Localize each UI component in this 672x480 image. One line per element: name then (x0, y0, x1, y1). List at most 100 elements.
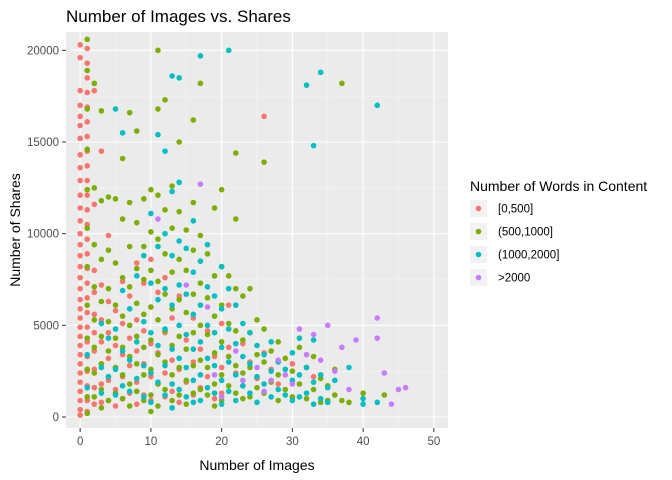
data-point (133, 361, 140, 367)
data-point (141, 311, 147, 318)
data-point (254, 384, 260, 391)
data-point (268, 377, 274, 384)
data-point (155, 106, 161, 112)
data-point (275, 339, 282, 345)
data-point (155, 379, 161, 385)
data-point (190, 399, 197, 406)
data-point (77, 379, 83, 385)
data-point (77, 361, 83, 367)
data-point (91, 329, 98, 336)
data-point (126, 322, 133, 329)
data-point (84, 236, 91, 242)
data-point (190, 377, 197, 384)
data-point (190, 291, 197, 297)
data-point (169, 73, 175, 79)
data-point (133, 128, 140, 134)
data-point (296, 372, 303, 378)
data-point (84, 410, 91, 417)
data-point (98, 333, 105, 340)
data-point (176, 75, 182, 81)
data-point (77, 113, 83, 120)
data-point (133, 219, 140, 226)
data-point (148, 337, 154, 343)
data-point (84, 324, 91, 330)
data-point (133, 300, 140, 307)
data-point (176, 386, 182, 393)
data-point (232, 362, 239, 369)
x-axis-title: Number of Images (199, 457, 314, 473)
data-point (148, 392, 154, 398)
data-point (240, 395, 246, 402)
data-point (126, 199, 133, 206)
data-point (77, 324, 83, 330)
data-point (261, 381, 267, 387)
data-point (183, 377, 190, 384)
legend-items: [0,500] (500,1000] (1000,2000] >2000 (470, 200, 559, 286)
data-point (155, 296, 161, 303)
data-point (176, 355, 182, 362)
data-point (169, 188, 175, 195)
data-point (211, 293, 218, 299)
data-point (98, 320, 105, 327)
data-point (98, 339, 105, 345)
data-point (211, 273, 218, 279)
data-point (339, 397, 345, 404)
data-point (176, 208, 182, 215)
data-point (162, 370, 168, 376)
data-point (148, 304, 154, 310)
data-point (162, 274, 168, 281)
data-point (148, 408, 154, 415)
data-point (204, 331, 211, 338)
data-point (105, 329, 112, 336)
data-point (289, 350, 296, 356)
data-point (310, 353, 317, 360)
data-point (317, 372, 324, 378)
legend-title: Number of Words in Content (470, 178, 647, 194)
data-point (289, 397, 296, 404)
data-point (197, 181, 204, 187)
data-point (225, 320, 232, 327)
data-point (155, 192, 161, 198)
data-point (183, 394, 190, 400)
data-point (197, 346, 204, 352)
x-tick-label: 30 (286, 436, 299, 448)
data-point (169, 269, 175, 275)
data-point (310, 373, 317, 380)
data-point (261, 159, 267, 165)
data-point (310, 331, 317, 338)
data-point (247, 390, 253, 396)
data-point (197, 280, 204, 286)
data-point (112, 260, 119, 266)
y-axis-title: Number of Shares (7, 173, 23, 287)
data-point (155, 243, 161, 250)
data-point (282, 366, 289, 373)
data-point (240, 353, 246, 360)
data-point (112, 335, 119, 341)
data-point (296, 381, 303, 387)
data-point (162, 285, 168, 292)
data-point (374, 315, 381, 321)
data-point (232, 328, 239, 334)
data-point (211, 395, 218, 402)
data-point (254, 399, 260, 406)
data-point (232, 372, 239, 378)
legend: Number of Words in Content [0,500] (500,1… (470, 178, 647, 286)
data-point (98, 256, 105, 263)
data-point (204, 384, 211, 391)
data-point (275, 357, 282, 363)
data-point (77, 285, 83, 292)
y-tick-label: 15000 (27, 137, 59, 149)
data-point (232, 285, 239, 292)
data-point (169, 302, 175, 308)
y-axis-ticks: 0 5000 10000 15000 20000 (27, 45, 66, 424)
data-point (155, 403, 161, 409)
data-point (105, 247, 112, 253)
data-point (169, 183, 175, 189)
data-point (84, 366, 91, 373)
data-point (84, 207, 91, 213)
data-point (105, 355, 112, 362)
data-point (240, 293, 246, 299)
data-point (190, 269, 197, 275)
data-point (190, 346, 197, 352)
